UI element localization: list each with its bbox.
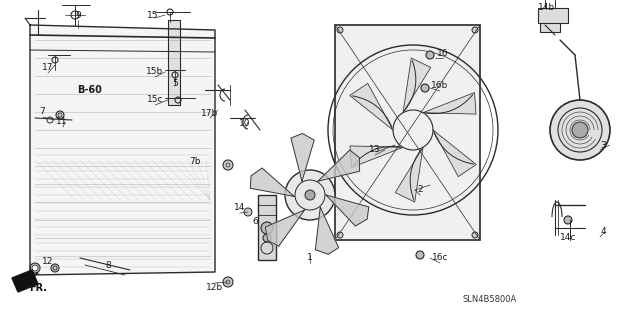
Text: 15: 15	[147, 11, 159, 19]
Polygon shape	[12, 270, 38, 292]
Bar	[168, 20, 180, 105]
Bar	[335, 25, 480, 240]
Polygon shape	[266, 210, 305, 246]
Polygon shape	[316, 207, 339, 254]
Polygon shape	[291, 133, 314, 181]
Circle shape	[550, 100, 610, 160]
Text: 12b: 12b	[207, 284, 223, 293]
Text: 1: 1	[307, 254, 313, 263]
Circle shape	[337, 232, 343, 238]
Text: 16c: 16c	[432, 254, 448, 263]
Text: 6: 6	[252, 218, 258, 226]
Text: 2: 2	[417, 186, 423, 195]
Circle shape	[30, 263, 40, 273]
Text: FR.: FR.	[29, 283, 47, 293]
Polygon shape	[318, 150, 360, 181]
Circle shape	[572, 122, 588, 138]
Circle shape	[472, 232, 478, 238]
Circle shape	[285, 170, 335, 220]
Circle shape	[564, 216, 572, 224]
Bar	[540, 20, 560, 32]
Text: 16: 16	[437, 48, 449, 57]
Text: 17: 17	[42, 63, 54, 72]
Text: 8: 8	[105, 261, 111, 270]
Text: B-60: B-60	[77, 85, 102, 95]
Polygon shape	[250, 168, 294, 197]
Polygon shape	[350, 83, 393, 130]
Polygon shape	[403, 58, 431, 113]
Polygon shape	[423, 93, 476, 114]
Polygon shape	[433, 130, 476, 177]
Text: 3: 3	[600, 140, 606, 150]
Bar	[538, 8, 568, 23]
Text: 14b: 14b	[538, 4, 556, 12]
Circle shape	[244, 208, 252, 216]
Text: 4: 4	[600, 227, 606, 236]
Text: 15c: 15c	[147, 95, 163, 105]
Text: 16b: 16b	[431, 81, 449, 91]
Text: 14c: 14c	[560, 234, 576, 242]
Circle shape	[223, 277, 233, 287]
Text: SLN4B5800A: SLN4B5800A	[463, 295, 517, 305]
Text: 5: 5	[172, 78, 178, 87]
Circle shape	[305, 190, 315, 200]
Polygon shape	[350, 146, 403, 167]
Circle shape	[56, 111, 64, 119]
Text: 17b: 17b	[202, 108, 219, 117]
Circle shape	[421, 84, 429, 92]
Polygon shape	[396, 147, 423, 202]
Bar	[258, 195, 276, 260]
Circle shape	[263, 234, 271, 242]
Circle shape	[32, 265, 38, 271]
Text: 14: 14	[234, 204, 246, 212]
Text: 9: 9	[75, 11, 81, 19]
Polygon shape	[326, 195, 369, 226]
Text: 11: 11	[56, 117, 68, 127]
Circle shape	[426, 51, 434, 59]
Circle shape	[51, 264, 59, 272]
Text: 10: 10	[239, 120, 251, 129]
Text: 7b: 7b	[189, 158, 201, 167]
Text: 12: 12	[42, 257, 54, 266]
Circle shape	[223, 160, 233, 170]
Polygon shape	[30, 25, 215, 275]
Text: 15b: 15b	[147, 68, 164, 77]
Text: 13: 13	[369, 145, 381, 154]
Circle shape	[472, 27, 478, 33]
Circle shape	[416, 251, 424, 259]
Circle shape	[261, 222, 273, 234]
Circle shape	[337, 27, 343, 33]
Text: 7: 7	[39, 108, 45, 116]
